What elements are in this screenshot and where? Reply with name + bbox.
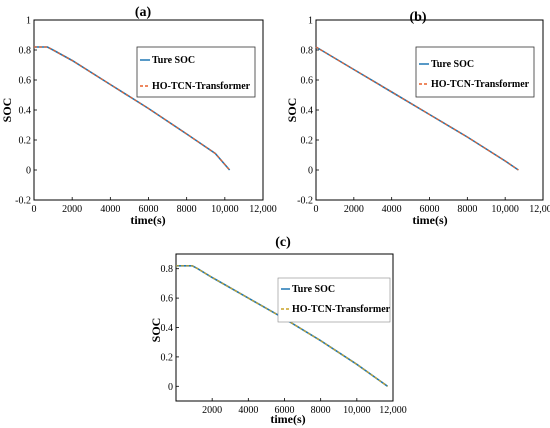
y-tick-label: 0 — [168, 382, 173, 393]
x-tick-label: 2000 — [344, 204, 364, 215]
x-tick-label: 4000 — [238, 405, 258, 416]
series-lines — [176, 264, 389, 387]
y-tick-label: -0.2 — [15, 196, 31, 207]
y-tick-label: 0.6 — [301, 76, 314, 87]
legend-box — [415, 46, 535, 98]
panel-title: (c) — [275, 235, 291, 250]
y-tick-label: 0.6 — [19, 76, 32, 87]
y-tick-label: 0.8 — [301, 46, 314, 57]
x-tick-label: 8000 — [311, 405, 331, 416]
y-tick-label: 0.6 — [161, 294, 174, 305]
legend-box — [277, 277, 391, 323]
x-tick-label: 4000 — [382, 204, 402, 215]
series-line-ho-tcn-transformer — [315, 46, 519, 171]
legend-box — [136, 46, 256, 98]
legend-label-ture-soc: Ture SOC — [431, 59, 474, 70]
panel-title: (b) — [409, 10, 426, 25]
x-axis: 0 2000 4000 6000 8000 10,000 12,000 — [32, 197, 277, 215]
y-tick-label: 0.4 — [301, 106, 314, 117]
panel-title: (a) — [135, 5, 152, 20]
series-lines — [34, 46, 231, 171]
x-tick-label: 10,000 — [491, 204, 519, 215]
panel-c: (c) 0 0.2 0.4 0.6 0.8 2000 4000 6000 8000 10,000… — [149, 235, 407, 426]
y-tick-label: 0.8 — [161, 264, 174, 275]
legend-label-ho-tcn-transformer: HO-TCN-Transformer — [431, 79, 530, 90]
y-tick-label: 0 — [26, 166, 31, 177]
x-tick-label: 0 — [32, 204, 37, 215]
legend-label-ture-soc: Ture SOC — [292, 284, 335, 295]
y-tick-label: 0.4 — [19, 106, 32, 117]
y-axis: -0.2 0 0.2 0.4 0.6 0.8 1 — [15, 16, 37, 207]
series-line-ho-tcn-transformer — [34, 46, 231, 171]
legend: Ture SOC HO-TCN-Transformer — [136, 46, 256, 98]
y-axis-label: SOC — [149, 318, 163, 343]
x-tick-label: 10,000 — [211, 204, 239, 215]
y-tick-label: 0.8 — [19, 46, 32, 57]
panel-a: (a) -0.200.20.40.60.81 0 2000 4000 6000 8000… — [0, 5, 277, 227]
x-tick-label: 12,000 — [529, 204, 550, 215]
y-tick-label: 0.4 — [161, 323, 174, 334]
x-tick-label: 12,000 — [379, 405, 407, 416]
x-tick-label: 4000 — [100, 204, 120, 215]
legend-label-ho-tcn-transformer: HO-TCN-Transformer — [152, 81, 251, 92]
x-tick-label: 10,000 — [343, 405, 371, 416]
y-tick-label: 0 — [308, 166, 313, 177]
x-tick-label: 2000 — [202, 405, 222, 416]
x-axis-label: time(s) — [412, 213, 447, 227]
y-axis-label: SOC — [285, 98, 299, 123]
x-axis: 2000 4000 6000 8000 10,000 12,000 — [202, 398, 407, 416]
series-lines — [315, 46, 519, 171]
y-axis: -0.2 0 0.2 0.4 0.6 0.8 1 — [297, 16, 319, 207]
x-tick-label: 8000 — [457, 204, 477, 215]
y-axis: 0 0.2 0.4 0.6 0.8 — [161, 264, 179, 393]
x-axis-label: time(s) — [270, 412, 305, 426]
x-axis-label: time(s) — [130, 213, 165, 227]
y-tick-label: 0.2 — [301, 136, 314, 147]
legend: Ture SOC HO-TCN-Transformer — [277, 277, 391, 323]
x-tick-label: 6000 — [420, 204, 440, 215]
y-tick-label: 0.2 — [161, 352, 174, 363]
x-tick-label: 6000 — [275, 405, 295, 416]
panel-b: (b) -0.200.20.40.60.81 0 2000 4000 6000 8000… — [285, 10, 550, 227]
y-axis-label: SOC — [0, 98, 14, 123]
x-tick-label: 12,000 — [249, 204, 277, 215]
x-tick-label: 6000 — [139, 204, 159, 215]
x-axis: 0 2000 4000 6000 8000 10,000 12,000 — [314, 197, 550, 215]
y-tick-label: 1 — [308, 16, 313, 27]
x-tick-label: 2000 — [62, 204, 82, 215]
x-tick-label: 8000 — [177, 204, 197, 215]
y-tick-label: -0.2 — [297, 196, 313, 207]
series-line-ho-tcn-transformer — [176, 265, 388, 387]
y-tick-label: 1 — [26, 16, 31, 27]
x-tick-label: 0 — [314, 204, 319, 215]
legend-label-ho-tcn-transformer: HO-TCN-Transformer — [292, 304, 391, 315]
legend-label-ture-soc: Ture SOC — [152, 55, 195, 66]
legend: Ture SOC HO-TCN-Transformer — [415, 46, 535, 98]
y-tick-label: 0.2 — [19, 136, 32, 147]
